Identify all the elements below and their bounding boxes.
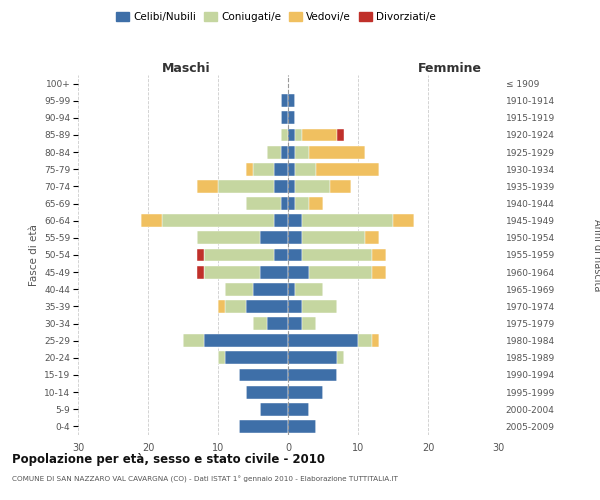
- Bar: [218, 352, 225, 364]
- Bar: [295, 197, 309, 210]
- Bar: [274, 214, 288, 227]
- Bar: [246, 386, 288, 398]
- Bar: [260, 403, 288, 415]
- Bar: [246, 300, 288, 313]
- Bar: [288, 266, 309, 278]
- Bar: [288, 300, 302, 313]
- Bar: [288, 94, 295, 107]
- Y-axis label: Fasce di età: Fasce di età: [29, 224, 38, 286]
- Bar: [302, 317, 316, 330]
- Bar: [260, 266, 288, 278]
- Bar: [281, 146, 288, 158]
- Bar: [253, 317, 267, 330]
- Bar: [288, 420, 316, 433]
- Bar: [197, 232, 260, 244]
- Text: Maschi: Maschi: [161, 62, 211, 75]
- Bar: [239, 368, 288, 382]
- Bar: [197, 180, 218, 193]
- Bar: [288, 248, 302, 262]
- Bar: [302, 300, 337, 313]
- Bar: [253, 283, 288, 296]
- Bar: [288, 403, 309, 415]
- Bar: [204, 334, 288, 347]
- Bar: [288, 197, 295, 210]
- Bar: [141, 214, 162, 227]
- Bar: [260, 232, 288, 244]
- Bar: [274, 163, 288, 175]
- Bar: [309, 146, 365, 158]
- Bar: [372, 334, 379, 347]
- Bar: [393, 214, 414, 227]
- Bar: [162, 214, 274, 227]
- Bar: [239, 420, 288, 433]
- Bar: [288, 128, 295, 141]
- Bar: [295, 128, 302, 141]
- Bar: [288, 214, 302, 227]
- Bar: [197, 248, 204, 262]
- Bar: [183, 334, 204, 347]
- Bar: [365, 232, 379, 244]
- Bar: [302, 214, 393, 227]
- Bar: [218, 300, 225, 313]
- Bar: [274, 248, 288, 262]
- Bar: [358, 334, 372, 347]
- Bar: [281, 128, 288, 141]
- Bar: [337, 128, 344, 141]
- Bar: [316, 163, 379, 175]
- Bar: [281, 112, 288, 124]
- Bar: [204, 266, 260, 278]
- Bar: [225, 300, 246, 313]
- Bar: [281, 94, 288, 107]
- Bar: [288, 163, 295, 175]
- Text: Popolazione per età, sesso e stato civile - 2010: Popolazione per età, sesso e stato civil…: [12, 452, 325, 466]
- Bar: [288, 386, 323, 398]
- Bar: [372, 266, 386, 278]
- Bar: [197, 266, 204, 278]
- Bar: [253, 163, 274, 175]
- Bar: [302, 128, 337, 141]
- Bar: [281, 197, 288, 210]
- Bar: [295, 146, 309, 158]
- Bar: [225, 283, 253, 296]
- Text: Femmine: Femmine: [418, 62, 482, 75]
- Bar: [218, 180, 274, 193]
- Bar: [295, 283, 323, 296]
- Bar: [288, 317, 302, 330]
- Bar: [330, 180, 351, 193]
- Bar: [288, 283, 295, 296]
- Bar: [302, 232, 365, 244]
- Bar: [204, 248, 274, 262]
- Bar: [337, 352, 344, 364]
- Bar: [225, 352, 288, 364]
- Bar: [288, 112, 295, 124]
- Bar: [295, 180, 330, 193]
- Bar: [246, 197, 281, 210]
- Bar: [302, 248, 372, 262]
- Bar: [288, 352, 337, 364]
- Bar: [288, 334, 358, 347]
- Bar: [274, 180, 288, 193]
- Bar: [288, 146, 295, 158]
- Bar: [295, 163, 316, 175]
- Bar: [309, 197, 323, 210]
- Bar: [288, 368, 337, 382]
- Bar: [309, 266, 372, 278]
- Bar: [372, 248, 386, 262]
- Bar: [288, 180, 295, 193]
- Bar: [267, 317, 288, 330]
- Text: Anni di nascita: Anni di nascita: [592, 219, 600, 291]
- Text: COMUNE DI SAN NAZZARO VAL CAVARGNA (CO) - Dati ISTAT 1° gennaio 2010 - Elaborazi: COMUNE DI SAN NAZZARO VAL CAVARGNA (CO) …: [12, 476, 398, 483]
- Bar: [267, 146, 281, 158]
- Legend: Celibi/Nubili, Coniugati/e, Vedovi/e, Divorziati/e: Celibi/Nubili, Coniugati/e, Vedovi/e, Di…: [112, 8, 440, 26]
- Bar: [288, 232, 302, 244]
- Bar: [246, 163, 253, 175]
